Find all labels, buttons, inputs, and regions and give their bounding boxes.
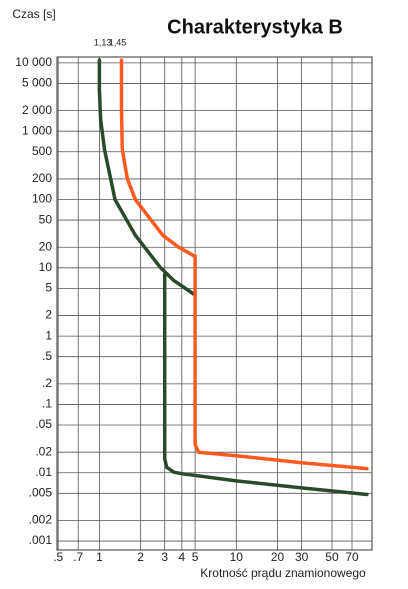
annotation: 1,13 [94, 37, 112, 47]
y-tick-label: 5 000 [22, 76, 52, 90]
y-tick-label: 100 [32, 192, 52, 206]
y-axis-label: Czas [s] [12, 7, 55, 21]
y-tick-label: 20 [39, 239, 53, 253]
y-tick-label: 10 000 [15, 55, 52, 69]
x-tick-label: 10 [230, 550, 244, 564]
x-tick-label: 30 [295, 550, 309, 564]
x-tick-label: 1 [96, 550, 103, 564]
y-tick-label: .5 [42, 349, 52, 363]
x-tick-label: 3 [161, 550, 168, 564]
x-axis-label: Krotność prądu znamionowego [200, 566, 366, 580]
y-tick-label: .01 [35, 465, 52, 479]
y-tick-label: 1 [45, 328, 52, 342]
series-line [119, 58, 369, 471]
y-tick-label: .05 [35, 417, 52, 431]
y-tick-label: 2 [45, 308, 52, 322]
y-tick-label: 5 [45, 281, 52, 295]
y-tick-label: .02 [35, 444, 52, 458]
y-tick-label: 2 000 [22, 103, 52, 117]
y-tick-label: .002 [29, 513, 53, 527]
y-tick-label: .2 [42, 376, 52, 390]
x-tick-label: 5 [192, 550, 199, 564]
x-tick-label: 50 [325, 550, 339, 564]
x-tick-label: 20 [271, 550, 285, 564]
y-tick-label: 10 [39, 260, 53, 274]
y-tick-label: 500 [32, 144, 52, 158]
x-tick-label: 2 [137, 550, 144, 564]
x-tick-label: .5 [53, 550, 63, 564]
x-tick-label: 70 [345, 550, 359, 564]
series-line [97, 58, 369, 497]
y-tick-label: 200 [32, 171, 52, 185]
y-tick-label: .001 [29, 533, 53, 547]
chart-title: Charakterystyka B [167, 16, 343, 38]
x-tick-label: 4 [178, 550, 185, 564]
plot-area [56, 56, 373, 551]
x-tick-label: .7 [73, 550, 83, 564]
y-tick-label: 50 [39, 212, 53, 226]
annotation: 1,45 [109, 37, 127, 47]
y-tick-label: .1 [42, 397, 52, 411]
y-tick-label: 1 000 [22, 123, 52, 137]
y-tick-label: .005 [29, 485, 53, 499]
